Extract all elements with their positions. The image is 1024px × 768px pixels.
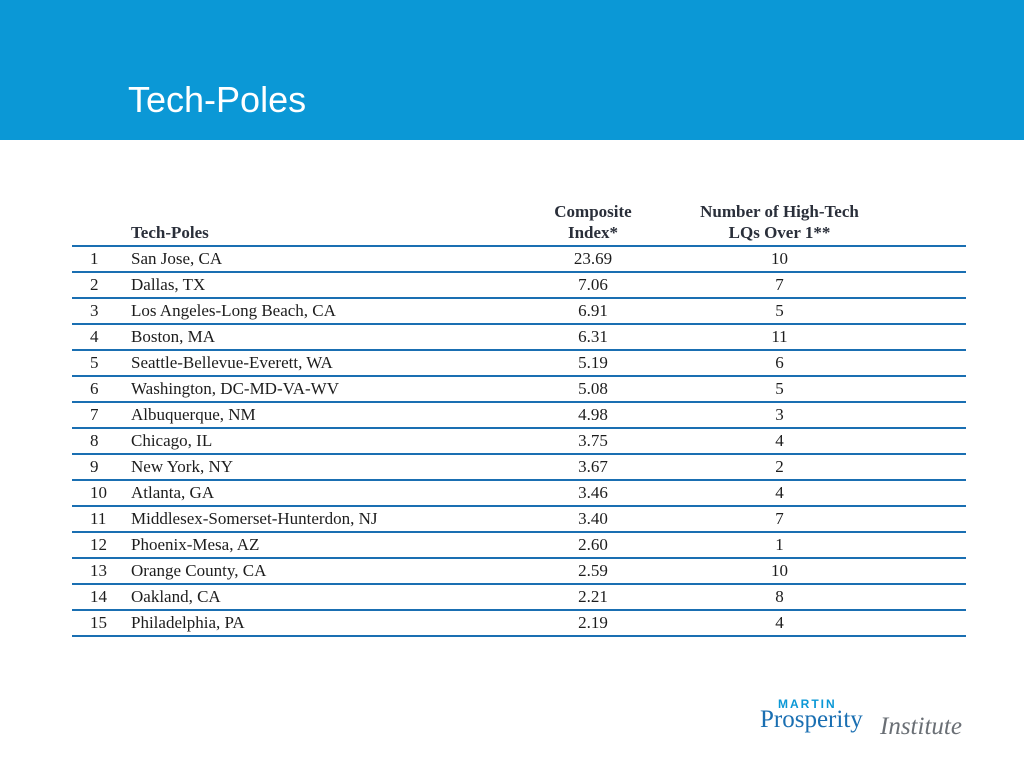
tech-pole-name-cell: Albuquerque, NM [131,402,523,429]
rank-column-header [72,201,131,247]
composite-index-cell: 5.08 [523,376,663,403]
tech-poles-table: Tech-Poles Composite Index* Number of Hi… [72,201,966,637]
composite-index-column-header: Composite Index* [523,201,663,247]
composite-index-cell: 2.21 [523,584,663,611]
header-row: Tech-Poles Composite Index* Number of Hi… [72,201,966,247]
tech-pole-name-cell: Los Angeles-Long Beach, CA [131,298,523,325]
table-row: 8 Chicago, IL 3.75 4 [72,428,966,455]
high-tech-lqs-cell: 3 [663,402,966,429]
high-tech-lqs-cell: 4 [663,610,966,637]
composite-index-cell: 23.69 [523,246,663,273]
lqs-header-line-2: LQs Over 1** [728,223,831,242]
high-tech-lqs-cell: 7 [663,272,966,299]
page-title: Tech-Poles [128,79,307,120]
rank-cell: 12 [72,532,131,559]
table-row: 2 Dallas, TX 7.06 7 [72,272,966,299]
tech-pole-name-cell: Philadelphia, PA [131,610,523,637]
logo-martin-text: MARTIN [778,697,837,711]
high-tech-lqs-cell: 10 [663,558,966,585]
composite-index-cell: 2.60 [523,532,663,559]
high-tech-lqs-cell: 4 [663,480,966,507]
tech-pole-name-cell: Middlesex-Somerset-Hunterdon, NJ [131,506,523,533]
table-row: 6 Washington, DC-MD-VA-WV 5.08 5 [72,376,966,403]
high-tech-lqs-cell: 1 [663,532,966,559]
high-tech-lqs-cell: 4 [663,428,966,455]
martin-prosperity-institute-logo: MARTIN Prosperity Institute [760,697,980,747]
table-row: 11 Middlesex-Somerset-Hunterdon, NJ 3.40 7 [72,506,966,533]
tech-poles-table-container: Tech-Poles Composite Index* Number of Hi… [72,201,966,637]
high-tech-lqs-cell: 5 [663,298,966,325]
logo-institute-text: Institute [880,713,962,740]
rank-cell: 5 [72,350,131,377]
composite-index-cell: 3.67 [523,454,663,481]
composite-index-cell: 3.40 [523,506,663,533]
rank-cell: 3 [72,298,131,325]
table-row: 12 Phoenix-Mesa, AZ 2.60 1 [72,532,966,559]
rank-cell: 1 [72,246,131,273]
composite-index-cell: 6.31 [523,324,663,351]
composite-header-line-2: Index* [567,223,619,242]
high-tech-lqs-cell: 7 [663,506,966,533]
rank-cell: 13 [72,558,131,585]
tech-pole-name-cell: Boston, MA [131,324,523,351]
high-tech-lqs-cell: 11 [663,324,966,351]
rank-cell: 4 [72,324,131,351]
table-row: 10 Atlanta, GA 3.46 4 [72,480,966,507]
logo-prosperity-text: Prosperity [760,706,863,733]
table-row: 9 New York, NY 3.67 2 [72,454,966,481]
rank-cell: 10 [72,480,131,507]
table-row: 4 Boston, MA 6.31 11 [72,324,966,351]
tech-pole-name-cell: Oakland, CA [131,584,523,611]
tech-poles-column-header: Tech-Poles [131,201,523,247]
table-row: 15 Philadelphia, PA 2.19 4 [72,610,966,637]
rank-cell: 2 [72,272,131,299]
rank-cell: 7 [72,402,131,429]
high-tech-lqs-cell: 10 [663,246,966,273]
composite-index-cell: 3.75 [523,428,663,455]
high-tech-lqs-cell: 6 [663,350,966,377]
rank-cell: 9 [72,454,131,481]
tech-pole-name-cell: Seattle-Bellevue-Everett, WA [131,350,523,377]
composite-index-cell: 2.19 [523,610,663,637]
composite-header-line-1: Composite [554,202,632,221]
lqs-header-line-1: Number of High-Tech [700,202,859,221]
table-row: 5 Seattle-Bellevue-Everett, WA 5.19 6 [72,350,966,377]
table-row: 7 Albuquerque, NM 4.98 3 [72,402,966,429]
composite-index-cell: 3.46 [523,480,663,507]
table-row: 3 Los Angeles-Long Beach, CA 6.91 5 [72,298,966,325]
composite-index-cell: 2.59 [523,558,663,585]
high-tech-lqs-cell: 5 [663,376,966,403]
rank-cell: 15 [72,610,131,637]
high-tech-lqs-cell: 2 [663,454,966,481]
tech-pole-name-cell: New York, NY [131,454,523,481]
tech-pole-name-cell: Chicago, IL [131,428,523,455]
rank-cell: 11 [72,506,131,533]
rank-cell: 14 [72,584,131,611]
tech-pole-name-cell: Washington, DC-MD-VA-WV [131,376,523,403]
high-tech-lqs-cell: 8 [663,584,966,611]
high-tech-lqs-column-header: Number of High-Tech LQs Over 1** [663,201,966,247]
tech-pole-name-cell: Phoenix-Mesa, AZ [131,532,523,559]
table-row: 14 Oakland, CA 2.21 8 [72,584,966,611]
tech-pole-name-cell: Atlanta, GA [131,480,523,507]
tech-pole-name-cell: San Jose, CA [131,246,523,273]
composite-index-cell: 6.91 [523,298,663,325]
table-row: 1 San Jose, CA 23.69 10 [72,246,966,273]
table-row: 13 Orange County, CA 2.59 10 [72,558,966,585]
composite-index-cell: 7.06 [523,272,663,299]
tech-pole-name-cell: Dallas, TX [131,272,523,299]
composite-index-cell: 5.19 [523,350,663,377]
title-banner: Tech-Poles [0,0,1024,140]
rank-cell: 8 [72,428,131,455]
tech-pole-name-cell: Orange County, CA [131,558,523,585]
composite-index-cell: 4.98 [523,402,663,429]
table-body: 1 San Jose, CA 23.69 10 2 Dallas, TX 7.06 7 3 Los… [72,246,966,637]
rank-cell: 6 [72,376,131,403]
